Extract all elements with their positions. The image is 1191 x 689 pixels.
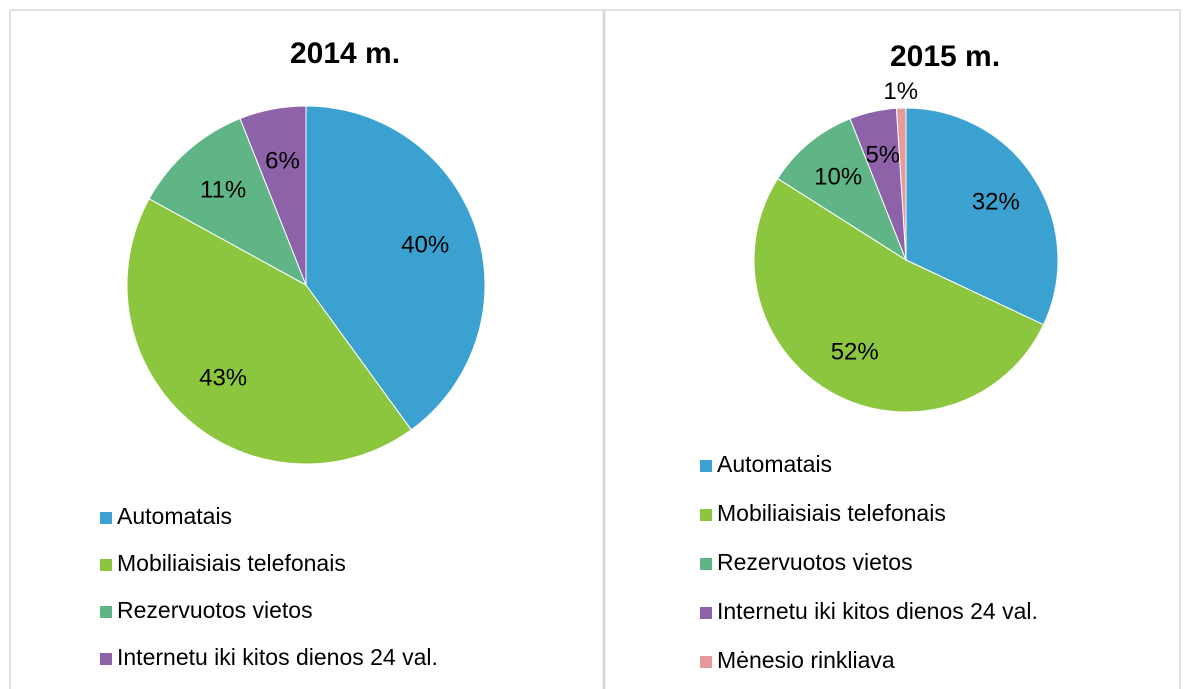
legend-label: Mobiliaisiais telefonais: [117, 550, 346, 576]
data-label: 5%: [865, 142, 900, 169]
legend-label: Rezervuotos vietos: [117, 597, 313, 623]
frame: [9, 9, 1181, 689]
pie-slice: [895, 107, 907, 261]
pie-slice: [905, 107, 1059, 326]
data-label: 1%: [883, 78, 918, 105]
data-label: 52%: [831, 339, 879, 366]
pie-slice: [126, 198, 412, 465]
pie-slice: [239, 105, 307, 286]
legend-swatch: [700, 607, 712, 619]
legend-swatch: [700, 558, 712, 570]
legend-swatch: [100, 653, 112, 665]
chart-title: 2015 m.: [890, 40, 1000, 73]
data-label: 11%: [200, 176, 246, 203]
data-label: 6%: [265, 147, 300, 174]
legend-swatch: [100, 559, 112, 571]
data-label: 40%: [401, 232, 449, 259]
legend-swatch: [700, 656, 712, 668]
legend-label: Automatais: [717, 451, 832, 477]
chart-title: 2014 m.: [290, 37, 400, 70]
legend-label: Internetu iki kitos dienos 24 val.: [117, 644, 438, 670]
data-label: 10%: [814, 163, 862, 190]
legend-swatch: [700, 509, 712, 521]
legend-label: Automatais: [117, 503, 232, 529]
legend-label: Rezervuotos vietos: [717, 549, 913, 575]
legend-swatch: [100, 512, 112, 524]
pie-slice: [753, 177, 1045, 413]
pie-slice: [148, 117, 307, 287]
data-label: 32%: [972, 188, 1020, 215]
data-label: 43%: [199, 364, 247, 391]
pie-slice: [776, 118, 908, 262]
legend-swatch: [100, 606, 112, 618]
pie-slice: [305, 105, 486, 431]
legend-label: Internetu iki kitos dienos 24 val.: [717, 598, 1038, 624]
legend-swatch: [700, 460, 712, 472]
legend-label: Mėnesio rinkliava: [717, 647, 895, 673]
legend-label: Mobiliaisiais telefonais: [717, 500, 946, 526]
